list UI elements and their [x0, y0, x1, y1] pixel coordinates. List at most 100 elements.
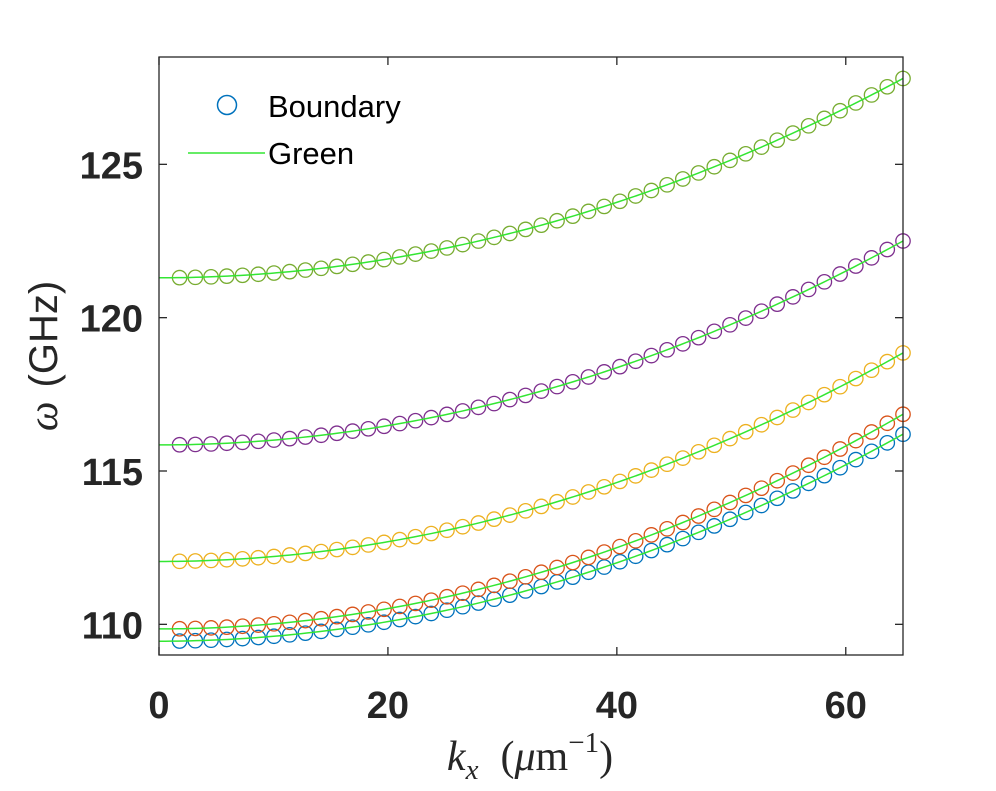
boundary-point	[879, 241, 896, 258]
boundary-point	[690, 524, 707, 541]
boundary-point	[360, 254, 377, 270]
boundary-point	[816, 449, 833, 466]
boundary-point	[439, 406, 455, 423]
boundary-point	[879, 353, 896, 370]
boundary-point	[863, 443, 880, 460]
boundary-point	[879, 78, 896, 95]
boundary-point	[501, 391, 518, 408]
y-axis-label: ω(GHz)	[21, 281, 67, 431]
y-tick-label: 125	[80, 145, 143, 187]
boundary-point	[391, 415, 408, 432]
boundary-point	[753, 303, 770, 320]
boundary-point	[674, 450, 691, 466]
boundary-point	[722, 316, 738, 333]
boundary-point	[391, 249, 408, 265]
boundary-point	[391, 531, 408, 548]
boundary-point	[706, 323, 723, 340]
boundary-point	[360, 616, 377, 633]
boundary-point	[785, 289, 801, 305]
boundary-point	[439, 522, 455, 539]
boundary-point	[832, 266, 848, 282]
boundary-point	[690, 508, 707, 524]
green-line-2	[158, 413, 904, 630]
boundary-point	[800, 394, 817, 411]
boundary-point	[816, 386, 833, 403]
boundary-point	[564, 208, 581, 224]
boundary-point	[690, 329, 707, 346]
boundary-point	[627, 468, 644, 484]
boundary-point	[313, 623, 329, 640]
y-tick-label: 120	[80, 299, 143, 341]
boundary-point	[737, 145, 754, 162]
boundary-point	[627, 532, 644, 549]
boundary-point	[297, 545, 314, 562]
boundary-point	[706, 501, 723, 518]
boundary-point	[344, 539, 361, 556]
boundary-point	[674, 514, 691, 531]
boundary-point	[800, 117, 817, 134]
boundary-point	[879, 415, 896, 432]
boundary-point	[785, 483, 801, 499]
boundary-point	[533, 564, 550, 581]
boundary-point	[643, 182, 660, 199]
boundary-point	[753, 139, 770, 155]
boundary-point	[360, 604, 377, 620]
x-axis-label: kx (μm−1)	[447, 727, 613, 786]
boundary-point	[690, 443, 707, 460]
boundary-point	[470, 515, 487, 531]
boundary-point	[769, 132, 786, 149]
boundary-point	[706, 158, 723, 175]
boundary-point	[753, 497, 770, 514]
boundary-point	[439, 240, 455, 256]
boundary-point	[313, 610, 329, 627]
boundary-point	[643, 542, 660, 559]
boundary-point	[706, 437, 723, 454]
boundary-point	[863, 424, 880, 440]
boundary-point	[753, 480, 770, 497]
boundary-point	[313, 543, 329, 560]
y-tick-label: 115	[82, 452, 143, 494]
ticks-layer: 0 20 40 60 110 115 120 125	[80, 57, 903, 727]
green-line-4	[158, 240, 904, 446]
boundary-point	[674, 530, 691, 547]
boundary-point	[627, 188, 644, 204]
boundary-point	[344, 619, 361, 636]
boundary-point	[580, 203, 597, 220]
green-line-1	[158, 433, 904, 642]
boundary-point	[832, 378, 848, 395]
boundary-point	[454, 236, 471, 253]
boundary-point	[659, 536, 675, 553]
boundary-point	[501, 507, 518, 523]
legend-label-boundary: Boundary	[268, 89, 401, 124]
boundary-point	[376, 614, 392, 631]
boundary-point	[454, 403, 471, 419]
boundary-point	[549, 212, 565, 229]
boundary-point	[329, 608, 345, 625]
boundary-point	[517, 568, 534, 585]
boundary-point	[737, 504, 754, 521]
boundary-point	[596, 198, 613, 215]
boundary-point	[722, 152, 738, 169]
boundary-point	[612, 538, 628, 555]
boundary-point	[313, 427, 329, 444]
x-tick-label: 60	[825, 685, 867, 727]
boundary-point	[863, 250, 880, 266]
y-tick-label: 110	[82, 605, 143, 647]
legend-label-green: Green	[268, 136, 354, 171]
boundary-point	[470, 595, 487, 611]
boundary-point	[863, 87, 880, 103]
boundary-point	[737, 487, 754, 504]
series-boundary-5	[171, 70, 911, 286]
boundary-point	[659, 520, 675, 537]
x-tick-label: 40	[596, 685, 638, 727]
boundary-point	[501, 573, 518, 590]
boundary-point	[612, 473, 628, 490]
boundary-point	[847, 370, 864, 387]
boundary-point	[832, 441, 848, 457]
boundary-point	[722, 511, 738, 528]
boundary-point	[564, 554, 581, 571]
boundary-point	[706, 518, 723, 534]
boundary-point	[674, 171, 691, 187]
boundary-point	[470, 399, 487, 416]
